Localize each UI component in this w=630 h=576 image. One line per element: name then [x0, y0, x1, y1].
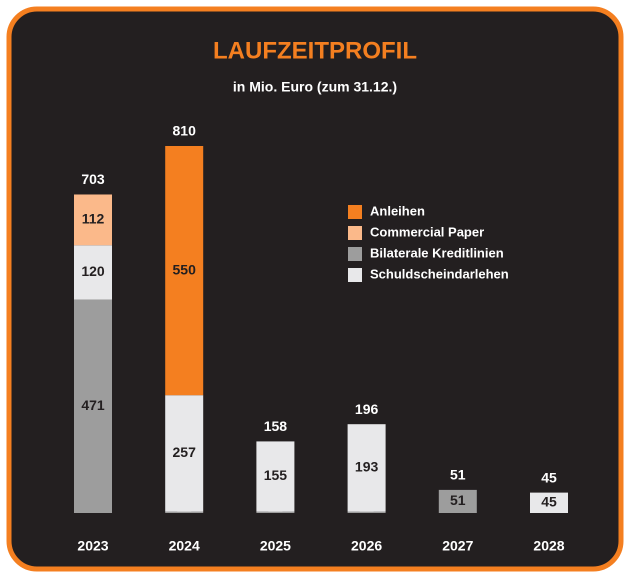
segment-label: 120 — [81, 263, 105, 279]
bar-segment — [256, 441, 295, 512]
bar-segment — [74, 245, 112, 300]
segment-label: 550 — [173, 261, 197, 277]
x-tick-label: 2025 — [260, 538, 291, 554]
bar-segment — [74, 194, 112, 246]
legend-label: Bilaterale Kreditlinien — [370, 245, 504, 260]
legend-swatch — [348, 268, 362, 282]
legend-label: Anleihen — [370, 203, 425, 218]
bar-segment — [347, 424, 386, 512]
bar-segment — [74, 299, 112, 513]
segment-label: 155 — [264, 467, 288, 483]
bar-segment — [165, 146, 204, 396]
segment-label: 45 — [541, 494, 557, 510]
total-label: 810 — [173, 123, 197, 139]
x-tick-label: 2026 — [351, 538, 382, 554]
segment-label: 257 — [173, 444, 197, 460]
total-label: 51 — [450, 467, 466, 483]
total-label: 196 — [355, 401, 379, 417]
segment-label: 51 — [450, 492, 466, 508]
legend-swatch — [348, 247, 362, 261]
segment-label: 193 — [355, 459, 379, 475]
legend-swatch — [348, 226, 362, 240]
chart-title: LAUFZEITPROFIL — [213, 37, 417, 64]
bar-segment — [438, 489, 477, 513]
legend-label: Schuldscheindarlehen — [370, 266, 509, 281]
bar-segment — [530, 492, 568, 513]
x-tick-label: 2023 — [77, 538, 108, 554]
bar-segment — [165, 395, 204, 512]
x-tick-label: 2027 — [442, 538, 473, 554]
legend-swatch — [348, 205, 362, 219]
legend-label: Commercial Paper — [370, 224, 484, 239]
total-label: 45 — [541, 469, 557, 485]
chart-subtitle: in Mio. Euro (zum 31.12.) — [233, 79, 397, 95]
x-tick-label: 2024 — [169, 538, 200, 554]
total-label: 703 — [81, 171, 105, 187]
total-label: 158 — [264, 418, 288, 434]
segment-label: 112 — [82, 211, 105, 227]
segment-label: 471 — [81, 397, 105, 413]
panel — [6, 6, 624, 572]
x-tick-label: 2028 — [533, 538, 564, 554]
